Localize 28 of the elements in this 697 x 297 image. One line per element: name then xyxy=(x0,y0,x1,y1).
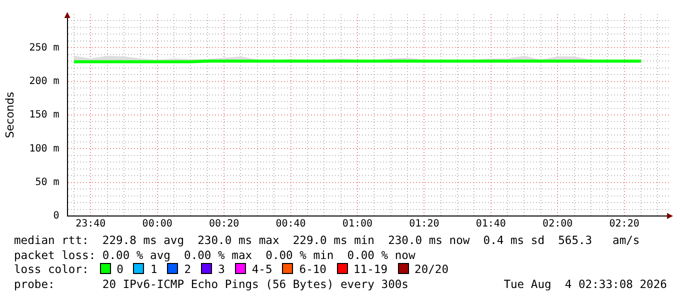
x-tick-label: 01:40 xyxy=(476,218,506,230)
x-tick-label: 01:20 xyxy=(409,218,440,230)
y-tick-label: 100 m xyxy=(29,143,60,154)
x-tick-label: 02:00 xyxy=(542,218,573,230)
y-axis-title: Seconds xyxy=(3,92,16,138)
x-tick-label: 01:00 xyxy=(342,218,373,230)
x-tick-label: 00:20 xyxy=(209,218,240,230)
y-tick-label: 0 xyxy=(53,210,60,222)
y-tick-label: 150 m xyxy=(29,110,60,121)
x-tick-label: 23:40 xyxy=(76,218,106,230)
y-tick-label: 50 m xyxy=(35,176,60,188)
text: packet loss: 0.00 % avg 0.00 % max 0.00 % min 0.00 % now xyxy=(14,248,416,263)
legend-label: 1 xyxy=(150,263,158,276)
legend-label: 11-19 xyxy=(354,263,388,276)
x-tick-label: 00:40 xyxy=(276,218,306,230)
legend-label: 4-5 xyxy=(252,263,272,276)
y-tick-label: 250 m xyxy=(29,42,60,54)
text: median rtt: 229.8 ms avg 230.0 ms max 229.0 ms min 230.0 ms now 0.4 ms sd 565.3 am/s xyxy=(14,234,641,248)
legend-title: loss color: xyxy=(14,263,90,276)
legend-label: 3 xyxy=(218,263,225,276)
x-tick-label: 02:20 xyxy=(609,218,640,230)
legend-label: 0 xyxy=(116,263,124,276)
text: probe: 20 IPv6-ICMP Echo Pings (56 Bytes) every 300s Tue Aug 4 02:33:08 2026 xyxy=(14,278,667,292)
x-tick-label: 00:00 xyxy=(142,218,172,230)
y-tick-label: 200 m xyxy=(29,76,60,87)
legend-label: 20/20 xyxy=(414,263,449,276)
legend-label: 6-10 xyxy=(299,263,326,276)
legend-label: 2 xyxy=(184,263,192,276)
